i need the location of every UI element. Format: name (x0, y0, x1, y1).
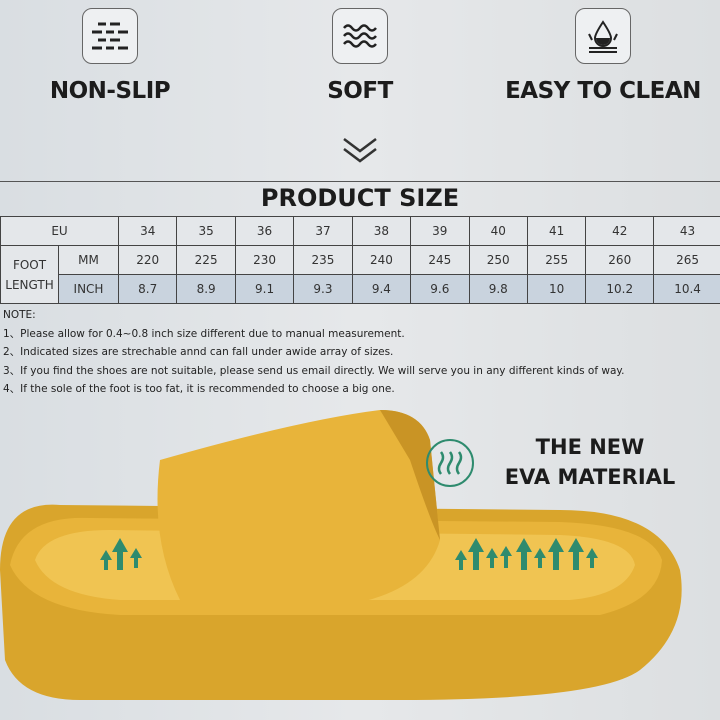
mm-cell: 240 (351, 245, 412, 275)
breathable-icon (426, 439, 474, 487)
eu-label: EU (0, 216, 119, 246)
water-drop-icon (575, 8, 631, 64)
inch-cell: 10.2 (585, 274, 655, 304)
inch-cell: 9.3 (293, 274, 353, 304)
eva-line-1: THE NEW (535, 435, 645, 459)
note-item: 3、If you find the shoes are not suitable… (3, 364, 625, 377)
note-item: 4、If the sole of the foot is too fat, it… (3, 383, 395, 395)
eva-line-2: EVA MATERIAL (504, 465, 676, 489)
eu-cell: 41 (526, 216, 587, 246)
eu-cell: 39 (410, 216, 470, 246)
chevron-down-icon (343, 138, 377, 163)
inch-label: INCH (58, 274, 119, 304)
eu-cell: 36 (234, 216, 295, 246)
inch-cell: 8.9 (176, 274, 236, 304)
feature-non-slip: NON-SLIP (10, 0, 210, 104)
eu-cell: 42 (585, 216, 655, 246)
size-table: EU 34 35 36 37 38 39 40 41 42 43 FOOT LENGTH MM 2… (0, 216, 720, 304)
waves-icon (332, 8, 388, 64)
feature-easy-to-clean: EASY TO CLEAN (503, 0, 703, 104)
feature-label: SOFT (327, 78, 393, 104)
slipper-image (0, 410, 682, 700)
feature-label: EASY TO CLEAN (505, 78, 701, 104)
inch-cell: 9.1 (234, 274, 295, 304)
mm-cell: 245 (410, 245, 470, 275)
notes-heading: NOTE: (3, 309, 36, 321)
airflow-arrows-icon (100, 538, 598, 570)
mm-cell: 220 (117, 245, 178, 275)
inch-cell: 10.4 (653, 274, 720, 304)
mm-cell: 225 (176, 245, 236, 275)
inch-cell: 9.6 (410, 274, 470, 304)
eu-cell: 37 (293, 216, 353, 246)
mm-cell: 260 (585, 245, 655, 275)
mm-cell: 250 (468, 245, 528, 275)
feature-soft: SOFT (260, 0, 460, 104)
table-row-mm: FOOT LENGTH MM 220 225 230 235 240 245 250 255 2… (0, 245, 720, 304)
eu-cell: 40 (468, 216, 528, 246)
eva-material-heading: THE NEW EVA MATERIAL (500, 432, 680, 492)
feature-label: NON-SLIP (49, 78, 171, 104)
non-slip-icon (82, 8, 138, 64)
notes: NOTE: 1、Please allow for 0.4~0.8 inch si… (3, 306, 624, 399)
inch-cell: 10 (526, 274, 587, 304)
table-row-inch: INCH 8.7 8.9 9.1 9.3 9.4 9.6 9.8 10 10.2 10.4 (1, 274, 720, 304)
mm-cell: 255 (526, 245, 587, 275)
inch-cell: 9.8 (468, 274, 528, 304)
inch-cell: 8.7 (117, 274, 178, 304)
product-size-title: PRODUCT SIZE (260, 184, 460, 212)
mm-cell: 230 (234, 245, 295, 275)
eu-cell: 35 (176, 216, 236, 246)
table-row-eu: EU 34 35 36 37 38 39 40 41 42 43 (0, 216, 720, 246)
foot-length-label: FOOT LENGTH (0, 245, 59, 304)
eu-cell: 34 (117, 216, 178, 246)
mm-label: MM (58, 245, 119, 275)
inch-cell: 9.4 (351, 274, 412, 304)
eu-cell: 43 (653, 216, 720, 246)
note-item: 2、Indicated sizes are strechable annd ca… (3, 346, 394, 358)
note-item: 1、Please allow for 0.4~0.8 inch size dif… (3, 327, 405, 340)
mm-cell: 235 (293, 245, 353, 275)
mm-cell: 265 (653, 245, 720, 275)
divider (0, 181, 720, 182)
eu-cell: 38 (351, 216, 412, 246)
